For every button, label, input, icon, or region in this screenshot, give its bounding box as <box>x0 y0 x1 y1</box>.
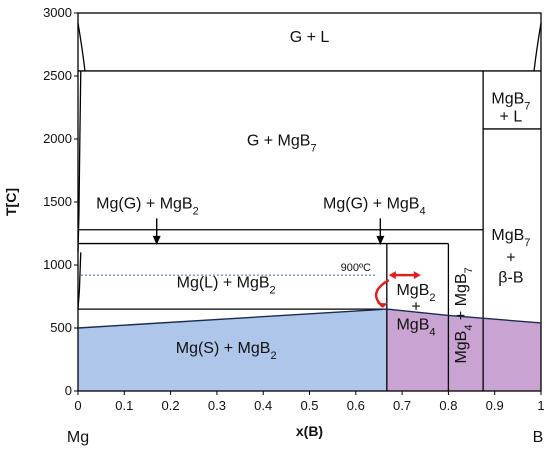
x-tick-label: 0.6 <box>347 398 365 413</box>
y-tick-label: 2000 <box>43 131 72 146</box>
region-label-subscript: 4 <box>419 205 425 217</box>
x-tick-label: 0.7 <box>393 398 411 413</box>
x-tick-label: 0.9 <box>486 398 504 413</box>
y-tick-label: 500 <box>50 320 72 335</box>
red-arrow-head-bottom <box>376 302 388 308</box>
y-tick-label: 1000 <box>43 257 72 272</box>
shaded-region-higher_borides <box>386 309 541 391</box>
region-label-text: G + MgB <box>247 132 311 149</box>
arrow-head <box>152 235 161 245</box>
shaded-regions <box>78 309 541 391</box>
region-label-text: + <box>411 299 420 316</box>
mg-boiling-curve <box>77 70 82 253</box>
region-label-subscript: 4 <box>463 325 475 331</box>
region-label-subscript: 7 <box>524 101 530 113</box>
region-label: + L <box>500 108 523 125</box>
x-tick-label: 0.8 <box>439 398 457 413</box>
y-tick-label: 1500 <box>43 194 72 209</box>
y-tick-label: 2500 <box>43 68 72 83</box>
shaded-region-mgs_mgb2 <box>78 309 387 391</box>
region-label-subscript: 7 <box>310 142 316 154</box>
region-label-text: G + L <box>290 29 330 46</box>
red-arrow-head-right <box>413 271 421 280</box>
mg-top-curve <box>77 22 86 72</box>
region-label-text: + L <box>500 108 523 125</box>
region-label-subscript: 4 <box>429 326 435 338</box>
region-label-subscript: 7 <box>524 237 530 249</box>
region-label-subscript: 2 <box>193 205 199 217</box>
x-tick-label: 0.3 <box>208 398 226 413</box>
b-top-curve <box>533 22 542 72</box>
region-label-text: MgB <box>491 91 524 108</box>
region-label-text: Mg(G) + MgB <box>96 195 192 212</box>
region-label: G + MgB7 <box>247 132 317 154</box>
region-label-text: β-B <box>498 270 523 287</box>
right-end-label: B <box>533 429 544 446</box>
region-label: Mg(S) + MgB2 <box>176 340 277 362</box>
x-tick-label: 0.4 <box>254 398 272 413</box>
region-label-text: Mg(G) + MgB <box>323 195 419 212</box>
region-label-text: MgB <box>453 331 470 364</box>
y-tick-label: 3000 <box>43 5 72 20</box>
region-label-subscript: 2 <box>270 350 276 362</box>
region-label: Mg(G) + MgB2 <box>96 195 199 217</box>
x-tick-label: 0.1 <box>115 398 133 413</box>
region-label: G + L <box>290 29 330 46</box>
annotations: 900ºC <box>81 218 421 308</box>
region-label: β-B <box>498 270 523 287</box>
region-label-text: Mg(L) + MgB <box>177 275 270 292</box>
y-axis-title: T[C] <box>3 188 19 216</box>
red-arrow-head-left <box>388 271 396 280</box>
region-label-text: + MgB <box>453 273 470 324</box>
region-label-subscript: 2 <box>429 292 435 304</box>
x-tick-label: 0.5 <box>300 398 318 413</box>
region-label: Mg(G) + MgB4 <box>323 195 426 217</box>
x-axis-title: x(B) <box>296 423 323 439</box>
region-label-subscript: 7 <box>463 267 475 273</box>
region-label: + <box>411 299 420 316</box>
solidus-line <box>77 308 542 329</box>
region-label-subscript: 2 <box>270 285 276 297</box>
x-tick-label: 0.2 <box>162 398 180 413</box>
region-label: MgB4 + MgB7 <box>453 267 475 363</box>
y-tick-label: 0 <box>65 383 72 398</box>
region-label: Mg(L) + MgB2 <box>177 275 276 297</box>
x-tick-label: 0 <box>74 398 81 413</box>
axis-ticks: 0 0.1 0.2 0.3 0.4 0.5 0.6 0.7 0.8 0.9 1 0 500 1000 150… <box>3 5 545 446</box>
region-label: + <box>506 249 515 266</box>
region-label: MgB4 <box>396 316 435 338</box>
region-label-text: MgB <box>396 282 429 299</box>
arrow-head <box>376 235 385 245</box>
region-label: MgB2 <box>396 282 435 304</box>
region-label-text: + <box>506 249 515 266</box>
region-label-text: MgB <box>491 227 524 244</box>
region-label-text: MgB <box>396 316 429 333</box>
region-label-text: Mg(S) + MgB <box>176 340 271 357</box>
x-tick-label: 1 <box>537 398 544 413</box>
temperature-900-label: 900ºC <box>341 262 371 274</box>
region-label: MgB7 <box>491 227 530 249</box>
region-label: MgB7 <box>491 91 530 113</box>
left-end-label: Mg <box>67 429 89 446</box>
mg-liquidus-curve <box>77 252 82 310</box>
